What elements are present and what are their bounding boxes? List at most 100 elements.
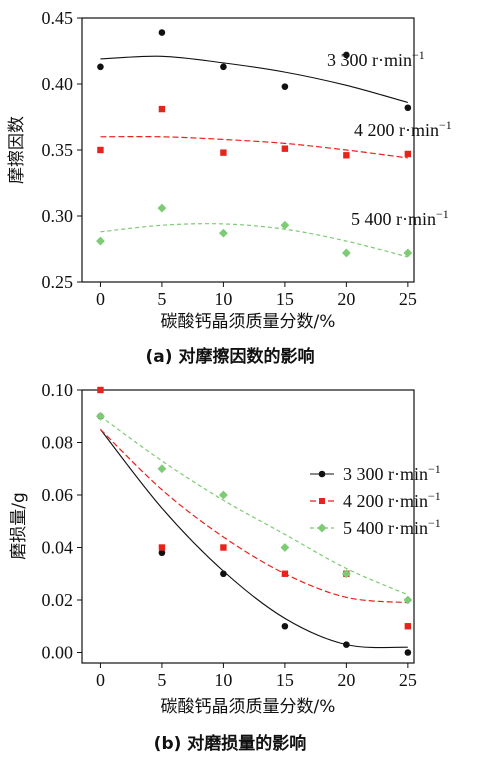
svg-text:3 300 r·min−1: 3 300 r·min−1 (343, 462, 441, 484)
panel-b-y-tick-label-4: 0.08 (42, 433, 74, 453)
panel-a-data-point-s1-3 (281, 83, 289, 90)
svg-text:4 200 r·min−1: 4 200 r·min−1 (354, 118, 452, 140)
panel-b-x-axis-title: 碳酸钙晶须质量分数/% (161, 697, 336, 717)
panel-a-x-tick-label-4: 20 (337, 289, 355, 309)
panel-a-data-point-s3-3 (280, 220, 290, 230)
panel-b-data-point-s3-1 (157, 464, 167, 474)
panel-b-legend-marker-1 (318, 470, 326, 478)
panel-a-series-label-1-text: 3 300 r·min (327, 50, 412, 70)
panel-b-data-point-s2-0 (97, 386, 104, 394)
panel-b-legend-item-1: 3 300 r·min−1 (310, 462, 441, 484)
panel-a-x-axis-title: 碳酸钙晶须质量分数/% (161, 312, 336, 332)
panel-a-x-tick-label-3: 15 (276, 289, 294, 309)
panel-b-data-point-s3-5 (403, 595, 413, 605)
panel-a-friction-coefficient: 碳酸钙晶须质量分数/% 摩擦因数 (a) 对摩擦因数的影响 3 300 r·mi… (7, 8, 452, 367)
panel-a-series-label-3-text: 5 400 r·min (351, 209, 436, 229)
panel-b-legend-item-2: 4 200 r·min−1 (310, 489, 441, 511)
panel-a-series-label-1-superscript: −1 (412, 48, 425, 62)
panel-b-legend-label-1: 3 300 r·min (343, 464, 428, 484)
panel-a-y-tick-label-3: 0.40 (42, 74, 74, 94)
panel-a-series-label-1: 3 300 r·min−1 (327, 48, 425, 70)
panel-a-x-tick-label-1: 5 (157, 289, 166, 309)
panel-b-wear-amount: 碳酸钙晶须质量分数/% 磨损量/g (b) 对磨损量的影响 3 300 r·mi… (9, 380, 441, 754)
panel-b-data-point-s2-5 (404, 623, 412, 630)
panel-b-y-axis-title: 磨损量/g (9, 492, 29, 560)
panel-b-data-point-s1-5 (404, 649, 412, 656)
svg-text:5 400 r·min−1: 5 400 r·min−1 (351, 207, 449, 229)
panel-a-data-point-s3-0 (96, 236, 105, 246)
panel-a-data-point-s2-0 (97, 146, 104, 154)
panel-a-data-point-s2-5 (404, 150, 412, 158)
panel-b-y-tick-label-1: 0.02 (42, 590, 74, 610)
panel-b-plot-frame (81, 389, 415, 664)
svg-text:3 300 r·min−1: 3 300 r·min−1 (327, 48, 425, 70)
panel-b-y-tick-label-5: 0.10 (42, 380, 74, 400)
panel-b-data-point-s1-4 (343, 641, 350, 648)
panel-a-data-point-s1-4 (343, 51, 350, 59)
panel-a-y-axis-title: 摩擦因数 (7, 116, 27, 184)
panel-a-series-label-2-text: 4 200 r·min (354, 120, 439, 140)
panel-b-data-point-s2-1 (158, 544, 166, 551)
panel-b-legend-marker-2 (319, 498, 325, 504)
panel-b-legend-item-3: 5 400 r·min−1 (310, 516, 441, 538)
svg-text:5 400 r·min−1: 5 400 r·min−1 (343, 516, 441, 538)
panel-b-fit-curve-2 (100, 428, 408, 604)
panel-b-data-point-s3-2 (219, 490, 228, 500)
panel-a-fit-curve-3 (100, 223, 408, 258)
panel-b-x-tick-label-3: 15 (276, 670, 294, 690)
panel-b-y-tick-label-2: 0.04 (42, 538, 74, 558)
panel-b-data-point-s2-3 (281, 570, 289, 577)
panel-a-y-tick-label-0: 0.25 (42, 272, 74, 292)
panel-b-legend-superscript-2: −1 (428, 489, 441, 503)
panel-a-x-tick-label-5: 25 (399, 289, 417, 309)
panel-b-data-point-s1-2 (220, 570, 227, 578)
panel-b-legend: 3 300 r·min−1 4 200 r·min−1 5 400 r·min−… (310, 462, 441, 538)
panel-a-fit-curve-2 (100, 136, 408, 159)
panel-b-data-point-s3-0 (96, 411, 105, 421)
panel-b-x-tick-label-0: 0 (96, 670, 105, 690)
svg-text:4 200 r·min−1: 4 200 r·min−1 (343, 489, 441, 511)
panel-b-data-point-s2-2 (220, 544, 227, 551)
panel-a-y-tick-label-2: 0.35 (42, 140, 74, 160)
panel-b-data-point-s3-4 (341, 569, 351, 579)
panel-b-x-tick-label-5: 25 (399, 670, 417, 690)
panel-b-fit-curve-1 (100, 429, 408, 649)
panel-a-data-point-s3-2 (219, 228, 228, 238)
panel-a-series-label-2-superscript: −1 (439, 118, 452, 132)
panel-b-x-tick-label-4: 20 (337, 670, 355, 690)
panel-a-series-label-3: 5 400 r·min−1 (351, 207, 449, 229)
panel-b-x-tick-label-1: 5 (157, 670, 166, 690)
panel-a-data-point-s2-3 (281, 145, 289, 152)
panel-b-data-point-s3-3 (280, 543, 290, 552)
panel-b-y-tick-label-0: 0.00 (42, 643, 74, 663)
panel-a-data-point-s2-2 (220, 149, 227, 156)
panel-b-data-point-s1-1 (158, 549, 166, 557)
panel-b-caption: (b) 对磨损量的影响 (154, 733, 307, 754)
panel-a-series-label-2: 4 200 r·min−1 (354, 118, 452, 140)
panel-a-caption: (a) 对摩擦因数的影响 (146, 346, 315, 367)
panel-b-legend-superscript-1: −1 (428, 462, 441, 476)
panel-b-y-tick-label-3: 0.06 (42, 485, 74, 505)
panel-b-fit-curve-3 (100, 415, 409, 596)
panel-a-x-tick-label-0: 0 (96, 289, 105, 309)
panel-a-data-point-s1-1 (158, 29, 166, 36)
panel-a-data-point-s3-1 (157, 203, 167, 213)
panel-a-y-tick-label-1: 0.30 (42, 206, 74, 226)
panel-b-x-tick-label-2: 10 (214, 670, 232, 690)
panel-b-legend-label-3: 5 400 r·min (343, 518, 428, 538)
panel-a-fit-curve-1 (100, 55, 408, 104)
panel-a-x-tick-label-2: 10 (214, 289, 232, 309)
panel-a-data-point-s1-5 (404, 104, 412, 112)
panel-a-data-point-s2-1 (158, 105, 166, 113)
panel-b-legend-marker-3 (317, 523, 327, 533)
panel-a-data-point-s3-4 (341, 248, 351, 258)
panel-b-data-point-s1-3 (281, 622, 289, 630)
panel-a-series-label-3-superscript: −1 (436, 207, 449, 221)
panel-a-data-point-s2-4 (343, 152, 350, 159)
panel-a-y-tick-label-4: 0.45 (42, 8, 74, 28)
panel-a-data-point-s1-2 (220, 63, 227, 71)
panel-b-legend-superscript-3: −1 (428, 516, 441, 530)
panel-a-data-point-s3-5 (403, 248, 413, 258)
